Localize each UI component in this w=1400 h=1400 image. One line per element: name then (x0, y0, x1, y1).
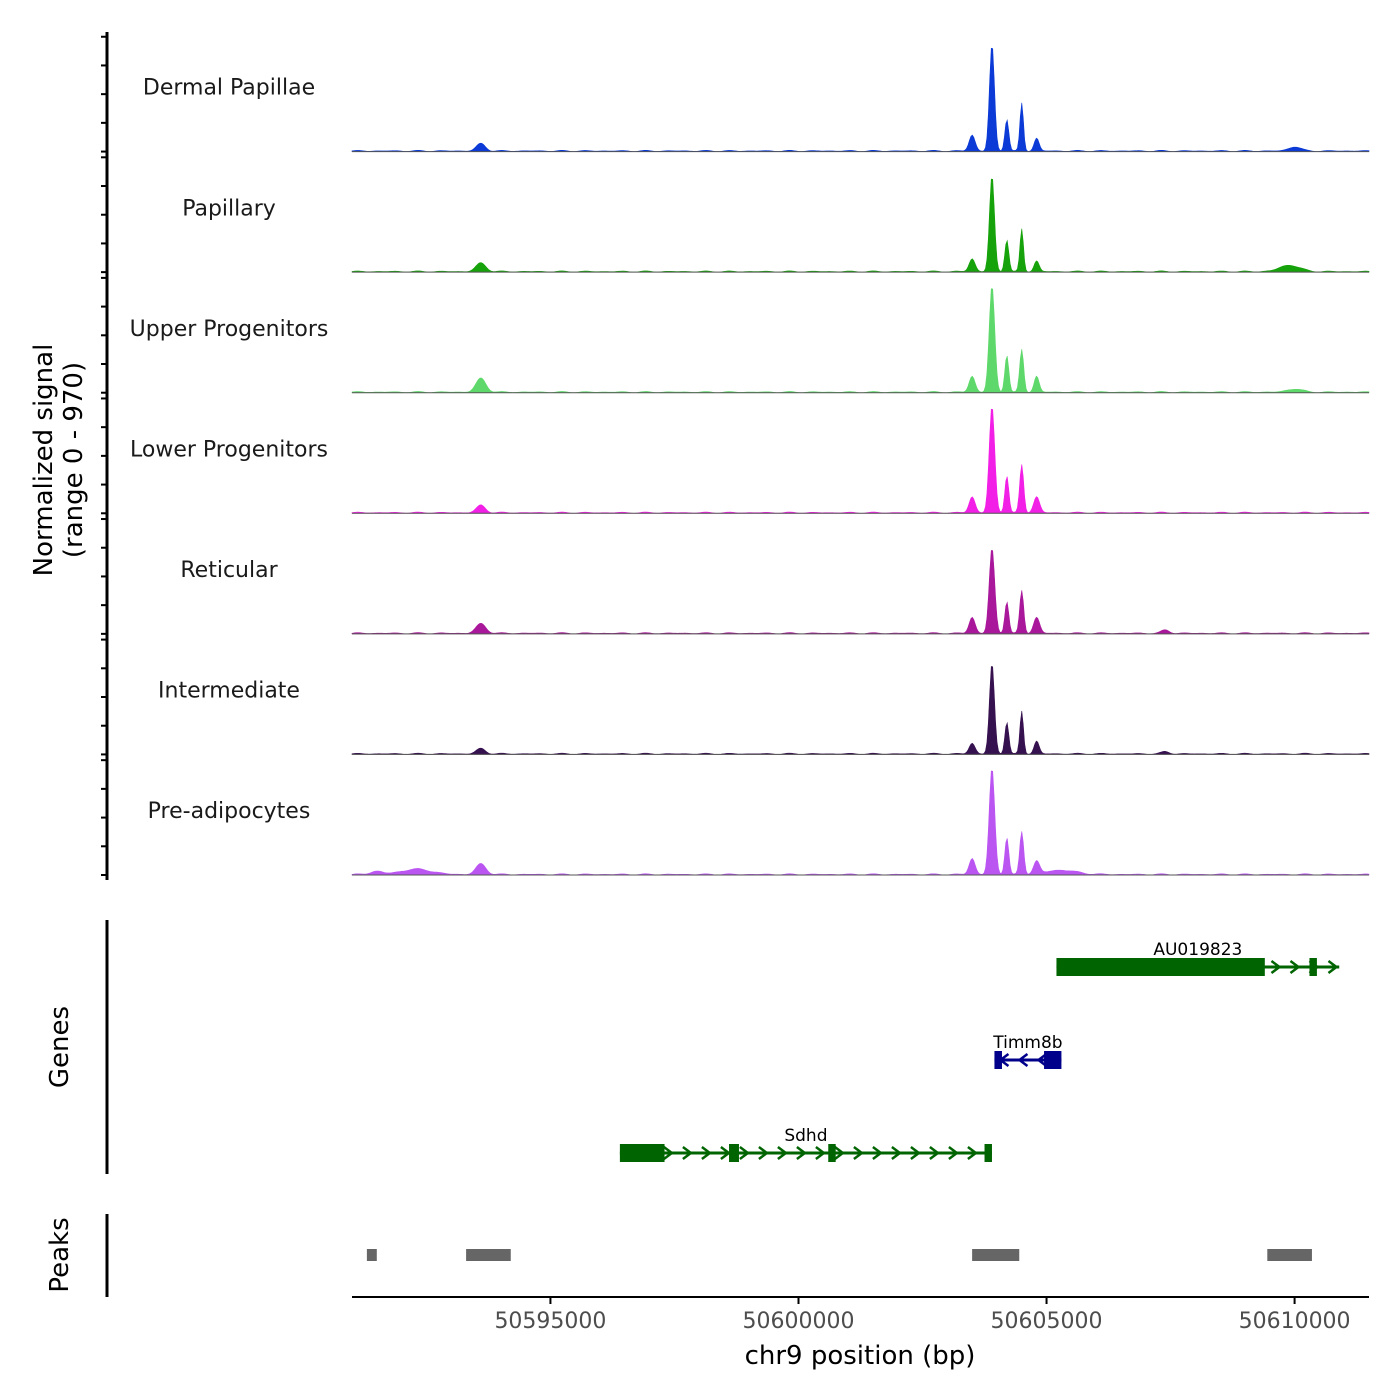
coverage-signal-area (351, 288, 1370, 394)
gene-strand-arrow (834, 1146, 845, 1160)
coverage-track-label: Upper Progenitors (130, 317, 329, 342)
coverage-track-label: Intermediate (158, 679, 300, 704)
peak-regions (366, 1249, 1312, 1261)
coverage-track: Upper Progenitors (130, 288, 1370, 394)
coverage-signal-area (351, 770, 1370, 876)
coverage-track: Intermediate (158, 666, 1370, 755)
coverage-track-label: Pre-adipocytes (148, 799, 311, 824)
peak-region (972, 1249, 1020, 1261)
coverage-track: Reticular (180, 550, 1370, 635)
gene-strand-arrow (948, 1146, 959, 1160)
gene-exon (828, 1144, 836, 1162)
coverage-signal-area (351, 550, 1370, 635)
gene-strand-arrow (853, 1146, 864, 1160)
gene-exon (984, 1144, 992, 1162)
gene-strand-arrow (1036, 1053, 1048, 1067)
gene-label: AU019823 (1153, 940, 1242, 960)
x-tick-label: 50595000 (494, 1309, 606, 1334)
gene-exon (1044, 1051, 1062, 1069)
peak-region (1267, 1249, 1312, 1261)
peaks-y-label: Peaks (45, 1217, 75, 1292)
peak-region (366, 1249, 377, 1261)
x-axis-label: chr9 position (bp) (745, 1341, 976, 1371)
coverage-y-axis (101, 32, 109, 880)
coverage-track-label: Reticular (180, 558, 278, 583)
gene-strand-arrow (891, 1146, 902, 1160)
gene-exon (619, 1144, 665, 1162)
gene-strand-arrow (1270, 960, 1282, 974)
coverage-y-label: Normalized signal (29, 344, 59, 577)
coverage-track: Papillary (182, 178, 1370, 273)
gene-exon (1309, 958, 1317, 976)
coverage-y-label-range: (range 0 - 970) (59, 362, 89, 558)
gene-strand-arrow (815, 1146, 826, 1160)
gene-strand-arrow (910, 1146, 921, 1160)
gene-strand-arrow (663, 1146, 674, 1160)
coverage-signal-area (351, 666, 1370, 755)
gene-label: Sdhd (784, 1126, 827, 1146)
gene-strand-arrow (872, 1146, 883, 1160)
coverage-track-label: Dermal Papillae (143, 76, 315, 101)
gene-strand-arrow (796, 1146, 807, 1160)
peak-region (466, 1249, 511, 1261)
gene-strand-arrow (1017, 1053, 1029, 1067)
gene-model: Timm8b (992, 1033, 1063, 1069)
genes-y-label: Genes (45, 1006, 75, 1088)
coverage-track: Dermal Papillae (143, 47, 1370, 153)
gene-strand-arrow (682, 1146, 693, 1160)
coverage-track: Pre-adipocytes (148, 770, 1370, 876)
coverage-tracks: Dermal Papillae Papillary Upper Progenitor… (130, 47, 1370, 876)
gene-exon (729, 1144, 739, 1162)
coverage-signal-area (351, 47, 1370, 152)
coverage-signal-area (351, 178, 1370, 273)
gene-model: AU019823 (1056, 940, 1340, 976)
gene-annotations: AU019823 Timm8b Sdhd (619, 940, 1340, 1162)
coverage-track: Lower Progenitors (130, 408, 1370, 514)
coverage-signal-area (351, 408, 1370, 514)
gene-strand-arrow (1289, 960, 1301, 974)
gene-strand-arrow (777, 1146, 788, 1160)
gene-strand-arrow (967, 1146, 978, 1160)
gene-strand-arrow (739, 1146, 750, 1160)
gene-strand-arrow (758, 1146, 769, 1160)
x-tick-label: 50600000 (742, 1309, 854, 1334)
coverage-track-label: Lower Progenitors (130, 437, 328, 462)
x-axis-ticks: 50595000 50600000 50605000 50610000 (494, 1297, 1351, 1334)
gene-exon (996, 1051, 1002, 1069)
gene-exon (1056, 958, 1265, 976)
x-tick-label: 50610000 (1239, 1309, 1351, 1334)
gene-strand-arrow (701, 1146, 712, 1160)
gene-strand-arrow (1327, 960, 1339, 974)
gene-strand-arrow (929, 1146, 940, 1160)
gene-strand-arrow (720, 1146, 731, 1160)
gene-label: Timm8b (992, 1033, 1062, 1053)
coverage-track-label: Papillary (182, 196, 276, 221)
gene-model: Sdhd (619, 1126, 992, 1162)
x-tick-label: 50605000 (991, 1309, 1103, 1334)
